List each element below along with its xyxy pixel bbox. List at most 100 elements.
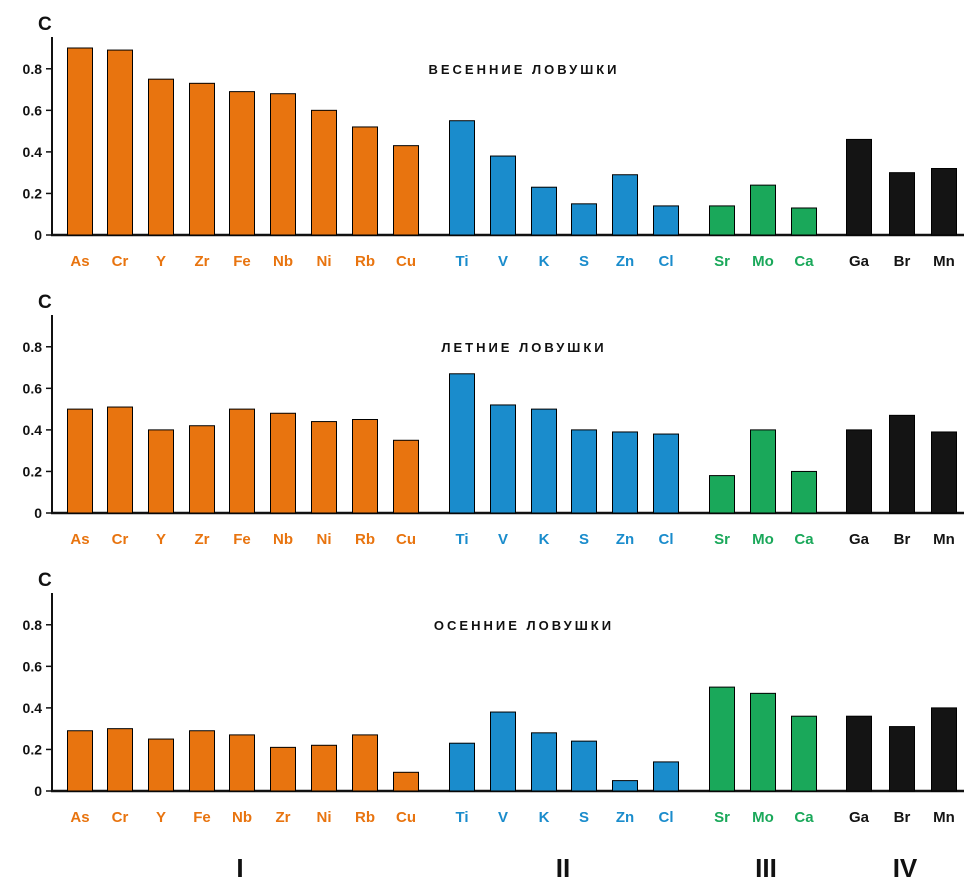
y-tick-label: 0: [34, 505, 42, 521]
panel-title: ЛЕТНИЕ ЛОВУШКИ: [441, 340, 606, 355]
bar-k: [531, 408, 557, 514]
bar-cu: [393, 771, 419, 792]
category-label: Fe: [233, 253, 251, 270]
category-label: Br: [894, 531, 911, 548]
y-axis-label: C: [38, 14, 52, 35]
category-label: Ti: [455, 253, 468, 270]
category-label: K: [539, 531, 550, 548]
category-label: Y: [156, 531, 166, 548]
y-tick-label: 0: [34, 227, 42, 243]
category-label: Sr: [714, 253, 730, 270]
category-label: Sr: [714, 531, 730, 548]
panel-title: ОСЕННИЕ ЛОВУШКИ: [434, 618, 614, 633]
category-label: Br: [894, 809, 911, 826]
chart-panel-1: C 0 0.2 0.4 0.6 0.8 ВЕСЕННИЕ ЛОВУШКИ As Cr Y Zr Fe N…: [23, 14, 964, 270]
category-label: S: [579, 253, 589, 270]
category-label: Y: [156, 809, 166, 826]
bar-ga: [846, 429, 872, 514]
category-label: Fe: [233, 531, 251, 548]
bar-ca: [791, 470, 817, 514]
category-label: Ga: [849, 531, 870, 548]
bar-as: [67, 47, 93, 236]
bar-zn: [612, 174, 638, 236]
y-tick-label: 0.4: [23, 700, 43, 716]
y-tick-label: 0.8: [23, 617, 43, 633]
bar-zr: [270, 746, 296, 792]
bar-k: [531, 186, 557, 236]
category-label: Ni: [317, 531, 332, 548]
y-tick-label: 0.2: [23, 463, 43, 479]
bar-rb: [352, 419, 378, 514]
bar-nb: [270, 412, 296, 514]
category-label: Mn: [933, 531, 955, 548]
category-label: Ga: [849, 253, 870, 270]
category-label: Cr: [112, 531, 129, 548]
bar-as: [67, 730, 93, 792]
chart-panel-2: C 0 0.2 0.4 0.6 0.8 ЛЕТНИЕ ЛОВУШКИ As Cr Y Zr Fe Nb N…: [23, 292, 964, 548]
bar-ga: [846, 138, 872, 236]
bar-zr: [189, 425, 215, 514]
y-tick-label: 0.6: [23, 658, 43, 674]
category-label: Nb: [273, 531, 293, 548]
bar-rb: [352, 126, 378, 236]
category-label: Fe: [193, 809, 211, 826]
bar-br: [889, 414, 915, 514]
y-tick-label: 0: [34, 783, 42, 799]
bar-zn: [612, 780, 638, 792]
category-label: Mo: [752, 531, 774, 548]
category-label: Mn: [933, 809, 955, 826]
bar-y: [148, 78, 174, 236]
bar-ca: [791, 207, 817, 236]
category-label: Zr: [195, 531, 210, 548]
category-label: As: [70, 253, 89, 270]
bar-as: [67, 408, 93, 514]
bar-ti: [449, 373, 475, 514]
bar-nb: [229, 734, 255, 792]
y-tick-label: 0.6: [23, 102, 43, 118]
category-label: Zn: [616, 253, 634, 270]
category-label: Rb: [355, 531, 375, 548]
bar-mo: [750, 184, 776, 236]
y-tick-label: 0.8: [23, 339, 43, 355]
category-label: Cu: [396, 531, 416, 548]
category-label: Ni: [317, 809, 332, 826]
y-axis-label: C: [38, 570, 52, 591]
y-tick-label: 0.4: [23, 144, 43, 160]
bar-fe: [229, 408, 255, 514]
category-label: Zr: [195, 253, 210, 270]
bar-zr: [189, 82, 215, 236]
category-label: K: [539, 253, 550, 270]
group-label-iv: IV: [893, 853, 918, 881]
category-label: Cl: [659, 253, 674, 270]
bar-mo: [750, 429, 776, 514]
bar-s: [571, 203, 597, 236]
category-label: Nb: [273, 253, 293, 270]
category-label: Y: [156, 253, 166, 270]
bar-cr: [107, 49, 133, 236]
bar-s: [571, 740, 597, 792]
bar-sr: [709, 686, 735, 792]
category-label: Cr: [112, 253, 129, 270]
y-tick-label: 0.2: [23, 185, 43, 201]
bar-br: [889, 726, 915, 792]
category-label: Mo: [752, 809, 774, 826]
category-label: V: [498, 809, 508, 826]
bar-mn: [931, 168, 957, 236]
category-label: Cu: [396, 253, 416, 270]
bar-ni: [311, 109, 337, 236]
bar-ni: [311, 421, 337, 514]
category-label: Ca: [794, 253, 814, 270]
bar-y: [148, 429, 174, 514]
category-label: Ca: [794, 531, 814, 548]
category-label: K: [539, 809, 550, 826]
category-label: Ga: [849, 809, 870, 826]
category-label: Zn: [616, 809, 634, 826]
bar-ni: [311, 744, 337, 792]
category-label: Zn: [616, 531, 634, 548]
y-tick-label: 0.2: [23, 741, 43, 757]
bar-mo: [750, 692, 776, 792]
y-tick-label: 0.4: [23, 422, 43, 438]
element-group-labels: I II III IV: [236, 853, 918, 881]
bar-cl: [653, 433, 679, 514]
